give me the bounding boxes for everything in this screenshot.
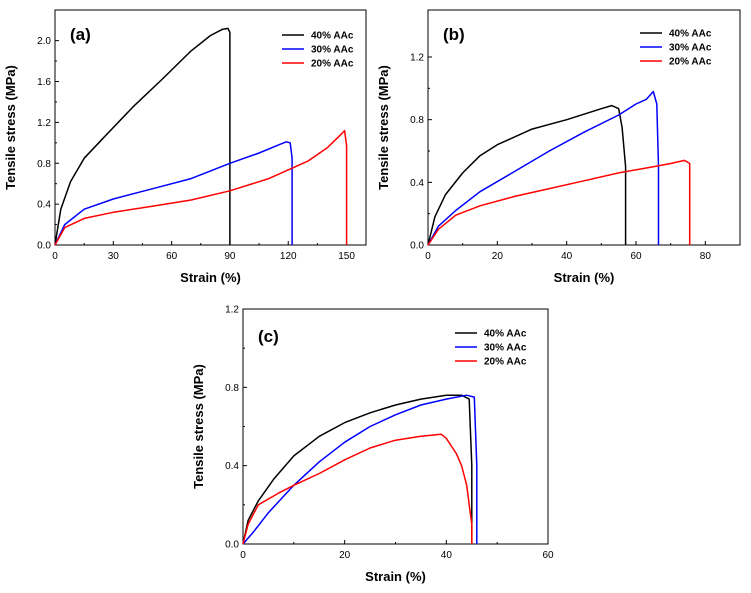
y-tick-label: 0.4 (37, 200, 51, 211)
y-axis-label: Tensile stress (MPa) (376, 65, 391, 190)
x-tick-label: 80 (700, 251, 712, 262)
series-line (242, 394, 478, 545)
x-tick-label: 20 (339, 550, 351, 561)
x-axis-label: Strain (%) (365, 569, 426, 584)
x-tick-label: 0 (52, 251, 58, 262)
series-line (54, 129, 348, 246)
panel-label: (b) (443, 25, 465, 44)
x-axis-label: Strain (%) (180, 270, 241, 285)
panel-label: (c) (258, 327, 279, 346)
y-tick-label: 0.4 (225, 461, 239, 472)
chart-panel-3: 0 20 40 60 0.0 0.4 0.8 1.2 Strain (%) Tensile str… (191, 305, 554, 585)
legend-entry: 20% AAc (484, 357, 527, 368)
series-line (242, 433, 473, 545)
chart-panel-2: 0 20 40 60 80 0.0 0.4 0.8 1.2 Strain (%) Tensile s… (376, 9, 741, 285)
legend-entry: 40% AAc (311, 31, 354, 42)
legend-entry: 20% AAc (669, 57, 712, 68)
x-tick-label: 60 (166, 251, 178, 262)
y-tick-label: 1.2 (37, 118, 51, 129)
x-tick-label: 30 (108, 251, 120, 262)
y-tick-label: 0.8 (37, 159, 51, 170)
plot-frame (427, 9, 741, 246)
y-tick-label: 0.0 (410, 241, 424, 252)
x-tick-label: 60 (542, 550, 554, 561)
series-line (427, 104, 627, 246)
chart-panel-1: 0 30 60 90 120 150 0.0 0.4 0.8 1.2 1.6 2.0 Strain (%… (3, 9, 367, 285)
plot-frame (54, 9, 367, 246)
y-tick-label: 0.8 (410, 115, 424, 126)
panel-label: (a) (70, 25, 91, 44)
y-tick-label: 0.0 (37, 241, 51, 252)
x-axis-label: Strain (%) (554, 270, 615, 285)
legend-entry: 30% AAc (669, 43, 712, 54)
legend-entry: 30% AAc (311, 45, 354, 56)
x-tick-label: 20 (492, 251, 504, 262)
x-tick-label: 60 (630, 251, 642, 262)
x-tick-label: 120 (280, 251, 297, 262)
x-tick-label: 40 (561, 251, 573, 262)
series-line (242, 394, 473, 545)
legend-entry: 30% AAc (484, 343, 527, 354)
series-line (427, 159, 691, 246)
y-tick-label: 2.0 (37, 36, 51, 47)
series-line (54, 141, 293, 246)
x-tick-label: 40 (441, 550, 453, 561)
legend-entry: 20% AAc (311, 59, 354, 70)
y-tick-label: 1.6 (37, 77, 51, 88)
legend-entry: 40% AAc (484, 329, 527, 340)
series-line (427, 90, 660, 246)
y-tick-label: 0.4 (410, 178, 424, 189)
y-tick-label: 0.0 (225, 540, 239, 551)
y-tick-label: 1.2 (225, 305, 239, 316)
x-tick-label: 150 (338, 251, 355, 262)
y-axis-label: Tensile stress (MPa) (191, 364, 206, 489)
series-line (54, 27, 231, 246)
x-tick-label: 90 (224, 251, 236, 262)
y-tick-label: 0.8 (225, 383, 239, 394)
x-tick-label: 0 (240, 550, 246, 561)
x-tick-label: 0 (425, 251, 431, 262)
legend-entry: 40% AAc (669, 29, 712, 40)
y-tick-label: 1.2 (410, 53, 424, 64)
y-axis-label: Tensile stress (MPa) (3, 65, 18, 190)
